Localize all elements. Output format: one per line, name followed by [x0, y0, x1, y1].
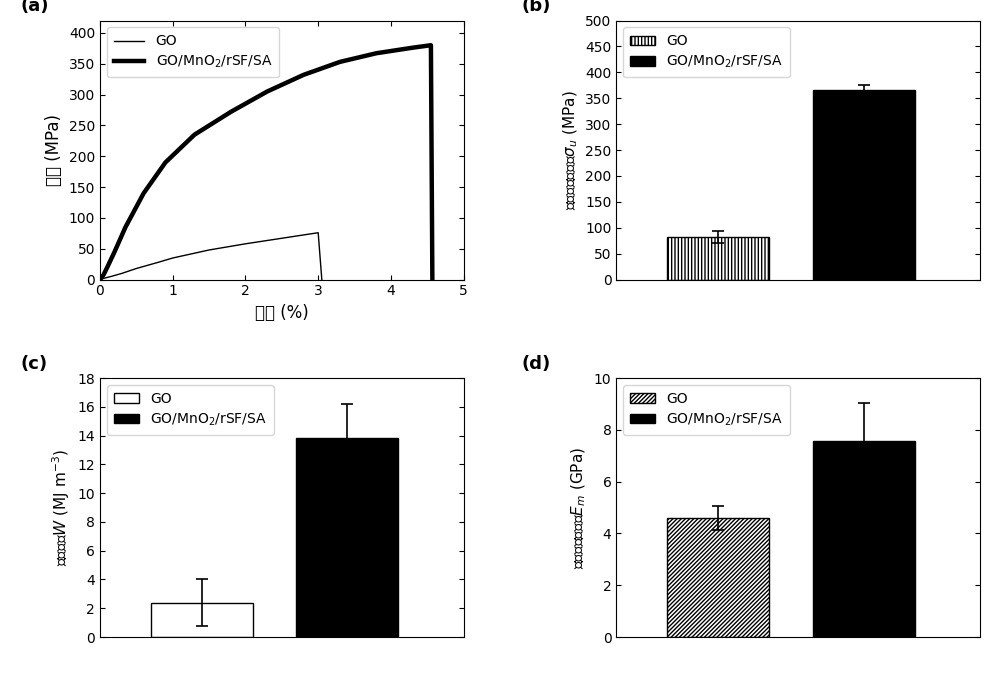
GO/MnO$_2$/rSF/SA	[109, 248, 121, 256]
GO	[152, 258, 164, 266]
GO/MnO$_2$/rSF/SA	[407, 44, 419, 52]
Y-axis label: 最大拉伸强度，$\sigma_u$ (MPa): 最大拉伸强度，$\sigma_u$ (MPa)	[561, 90, 580, 210]
Line: GO: GO	[100, 233, 322, 279]
GO	[94, 275, 106, 284]
GO	[130, 264, 142, 273]
GO/MnO$_2$/rSF/SA	[189, 131, 201, 139]
Text: (a): (a)	[20, 0, 48, 15]
Legend: GO, GO/MnO$_2$/rSF/SA: GO, GO/MnO$_2$/rSF/SA	[623, 27, 790, 77]
Bar	[667, 518, 769, 637]
Text: (b): (b)	[522, 0, 551, 15]
GO	[98, 274, 110, 282]
GO	[316, 275, 328, 284]
GO/MnO$_2$/rSF/SA	[101, 263, 113, 271]
Bar	[813, 90, 915, 279]
Bar	[813, 441, 915, 637]
Y-axis label: 应力 (MPa): 应力 (MPa)	[45, 114, 63, 186]
Y-axis label: 断裂功，$W$ (MJ m$^{-3}$): 断裂功，$W$ (MJ m$^{-3}$)	[50, 449, 72, 566]
GO/MnO$_2$/rSF/SA	[138, 189, 150, 197]
Y-axis label: 最大杨氏模量，$E_m$ (GPa): 最大杨氏模量，$E_m$ (GPa)	[570, 447, 588, 569]
Text: (d): (d)	[522, 355, 551, 373]
GO/MnO$_2$/rSF/SA	[426, 275, 438, 284]
GO/MnO$_2$/rSF/SA	[98, 271, 110, 279]
GO	[203, 246, 215, 254]
GO/MnO$_2$/rSF/SA	[425, 41, 437, 49]
GO/MnO$_2$/rSF/SA	[261, 88, 273, 96]
GO	[312, 229, 324, 237]
GO/MnO$_2$/rSF/SA	[298, 71, 310, 79]
Legend: GO, GO/MnO$_2$/rSF/SA: GO, GO/MnO$_2$/rSF/SA	[107, 385, 274, 435]
GO	[276, 234, 288, 242]
GO/MnO$_2$/rSF/SA	[94, 275, 106, 284]
Bar	[296, 438, 398, 637]
GO/MnO$_2$/rSF/SA	[119, 223, 131, 232]
Legend: GO, GO/MnO$_2$/rSF/SA: GO, GO/MnO$_2$/rSF/SA	[623, 385, 790, 435]
Line: GO/MnO$_2$/rSF/SA: GO/MnO$_2$/rSF/SA	[100, 45, 432, 279]
Bar	[151, 603, 253, 637]
Legend: GO, GO/MnO$_2$/rSF/SA: GO, GO/MnO$_2$/rSF/SA	[107, 27, 279, 77]
Text: (c): (c)	[20, 355, 47, 373]
Bar	[667, 237, 769, 279]
GO/MnO$_2$/rSF/SA	[370, 49, 382, 58]
GO/MnO$_2$/rSF/SA	[225, 108, 237, 116]
X-axis label: 应变 (%): 应变 (%)	[255, 304, 309, 322]
GO	[167, 254, 179, 262]
GO	[105, 273, 117, 281]
GO/MnO$_2$/rSF/SA	[334, 58, 346, 66]
GO	[239, 240, 251, 248]
GO/MnO$_2$/rSF/SA	[159, 158, 171, 166]
GO	[116, 269, 128, 277]
